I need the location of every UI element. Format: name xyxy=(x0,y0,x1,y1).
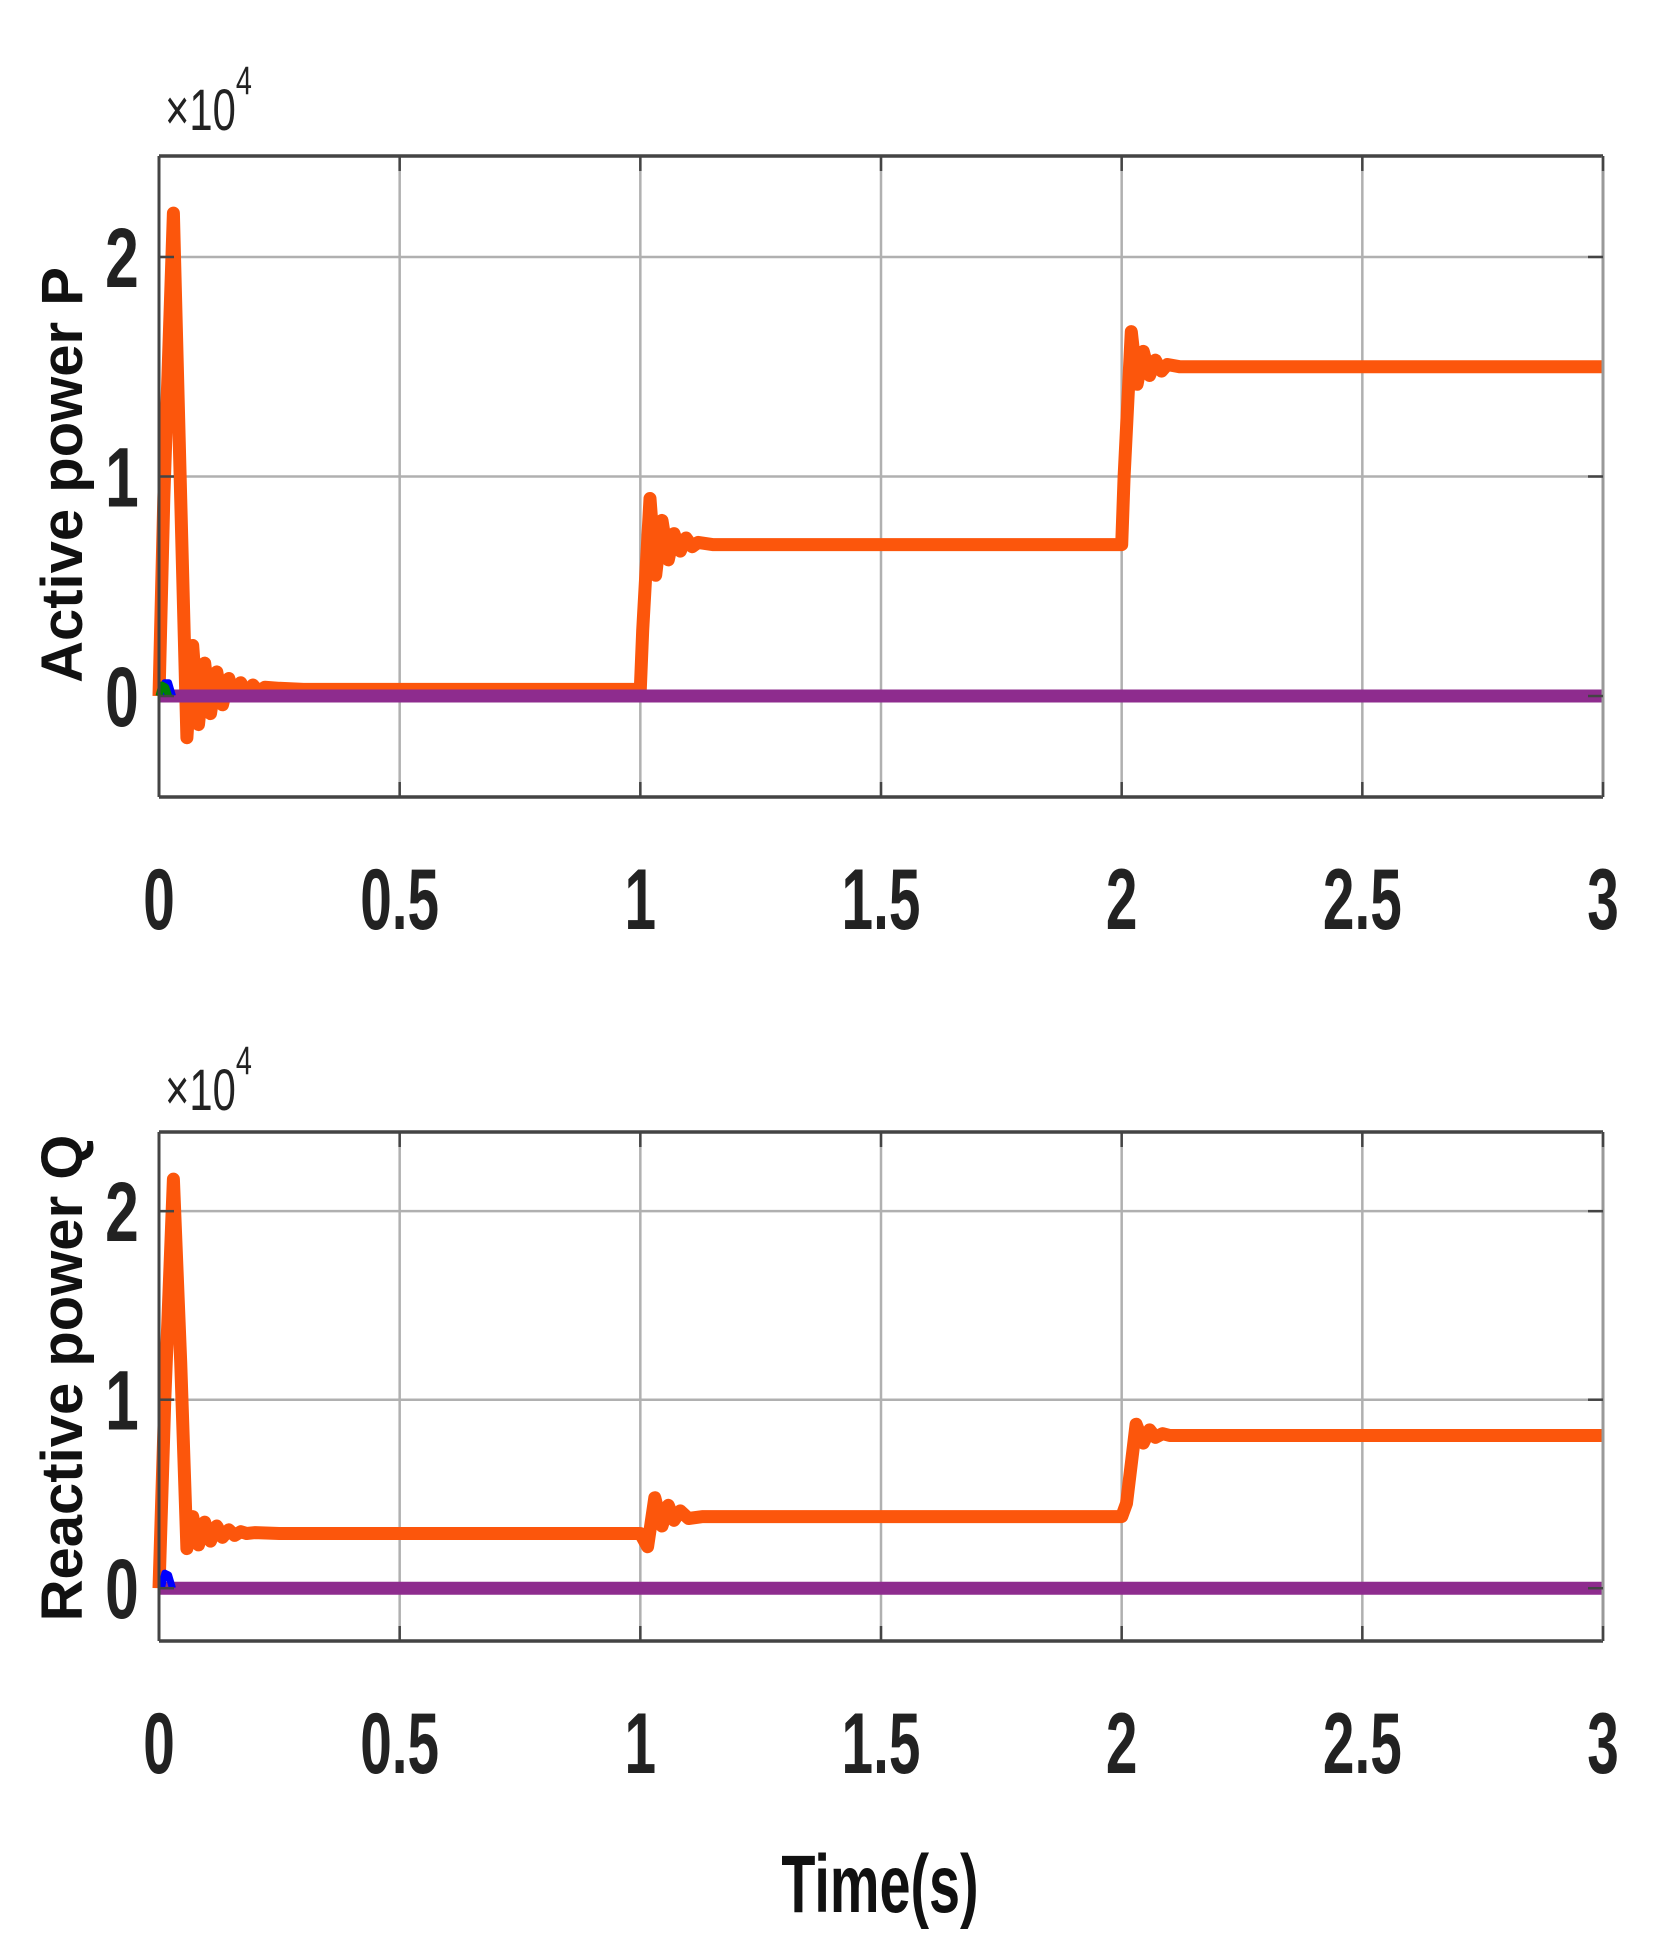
y-tick-labels: 0 1 2 xyxy=(105,211,139,744)
x-tick-label: 0 xyxy=(143,852,175,948)
y-tick-label: 2 xyxy=(105,211,139,305)
x-axis-label: Time(s) xyxy=(781,1838,978,1929)
x-tick-label: 0.5 xyxy=(360,852,439,948)
x-tick-label: 2 xyxy=(1106,852,1138,948)
active-power-plot: 0 1 2 0 0.5 1 1.5 2 2.5 3 ×104 Active power P xyxy=(30,58,1619,947)
series-line xyxy=(152,206,1603,745)
y-axis-label: Reactive power Q xyxy=(30,1135,95,1622)
x-tick-labels: 0 0.5 1 1.5 2 2.5 3 xyxy=(143,1696,1619,1792)
x-tick-label: 1.5 xyxy=(842,852,921,948)
series-line xyxy=(152,1172,1603,1589)
y-tick-label: 2 xyxy=(105,1165,139,1259)
x-tick-label: 3 xyxy=(1587,1696,1619,1792)
x-tick-label: 1 xyxy=(625,1696,657,1792)
x-tick-label: 1.5 xyxy=(842,1696,921,1792)
x-tick-label: 3 xyxy=(1587,852,1619,948)
x-tick-label: 1 xyxy=(625,852,657,948)
y-tick-label: 0 xyxy=(105,1542,139,1636)
x-tick-label: 0 xyxy=(143,1696,175,1792)
y-axis-label: Active power P xyxy=(30,267,95,683)
y-tick-label: 1 xyxy=(105,431,139,525)
y-tick-labels: 0 1 2 xyxy=(105,1165,139,1636)
axes-frame xyxy=(157,1130,1605,1643)
y-tick-label: 1 xyxy=(105,1354,139,1448)
data-traces xyxy=(152,1172,1603,1595)
y-tick-label: 0 xyxy=(105,650,139,744)
x-tick-labels: 0 0.5 1 1.5 2 2.5 3 xyxy=(143,852,1619,948)
axes-frame xyxy=(157,154,1605,799)
x-tick-label: 2.5 xyxy=(1323,852,1402,948)
x-tick-label: 2 xyxy=(1106,1696,1138,1792)
data-traces xyxy=(152,206,1603,745)
y-multiplier: ×104 xyxy=(165,58,252,142)
x-tick-label: 2.5 xyxy=(1323,1696,1402,1792)
reactive-power-plot: 0 1 2 0 0.5 1 1.5 2 2.5 3 ×104 Reactive power Q xyxy=(30,1038,1619,1791)
series-line xyxy=(157,1569,176,1590)
x-tick-label: 0.5 xyxy=(360,1696,439,1792)
y-multiplier: ×104 xyxy=(165,1038,252,1122)
